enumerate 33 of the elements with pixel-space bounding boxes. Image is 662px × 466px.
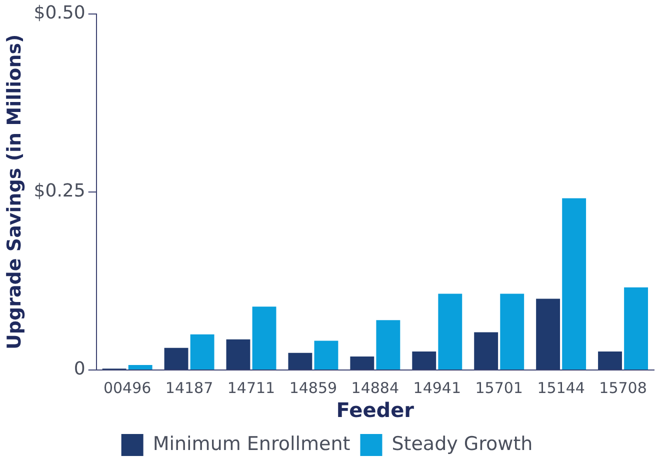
bar bbox=[314, 340, 338, 370]
y-axis-title: Upgrade Savings (in Millions) bbox=[3, 34, 26, 350]
bar bbox=[350, 356, 374, 370]
bar bbox=[438, 294, 462, 370]
x-tick-label: 14941 bbox=[413, 378, 461, 397]
bar bbox=[288, 352, 312, 370]
bar bbox=[128, 365, 152, 370]
y-tick-label: 0 bbox=[74, 358, 86, 380]
bar bbox=[164, 348, 188, 370]
x-tick-label: 14711 bbox=[227, 378, 276, 397]
bar bbox=[500, 294, 524, 370]
x-tick-label: 15701 bbox=[475, 378, 523, 397]
x-tick-label: 15708 bbox=[599, 378, 647, 397]
bar bbox=[474, 332, 498, 370]
legend-label: Steady Growth bbox=[392, 432, 533, 455]
bar bbox=[376, 320, 400, 370]
bar bbox=[598, 351, 622, 370]
x-tick-label: 00496 bbox=[103, 378, 152, 397]
x-axis-title: Feeder bbox=[336, 398, 414, 422]
x-tick-label: 14187 bbox=[165, 378, 214, 397]
bar bbox=[562, 198, 586, 370]
bar bbox=[252, 306, 276, 370]
y-tick-label: $0.25 bbox=[34, 180, 86, 202]
x-tick-label: 14859 bbox=[289, 378, 338, 397]
legend-label: Minimum Enrollment bbox=[152, 432, 350, 455]
bar bbox=[624, 287, 648, 370]
y-tick-label: $0.50 bbox=[34, 2, 86, 24]
bar bbox=[190, 334, 214, 370]
bar bbox=[536, 298, 560, 370]
x-tick-label: 14884 bbox=[351, 378, 400, 397]
x-tick-label: 15144 bbox=[537, 378, 585, 397]
bar bbox=[412, 351, 436, 370]
bar bbox=[226, 339, 250, 370]
